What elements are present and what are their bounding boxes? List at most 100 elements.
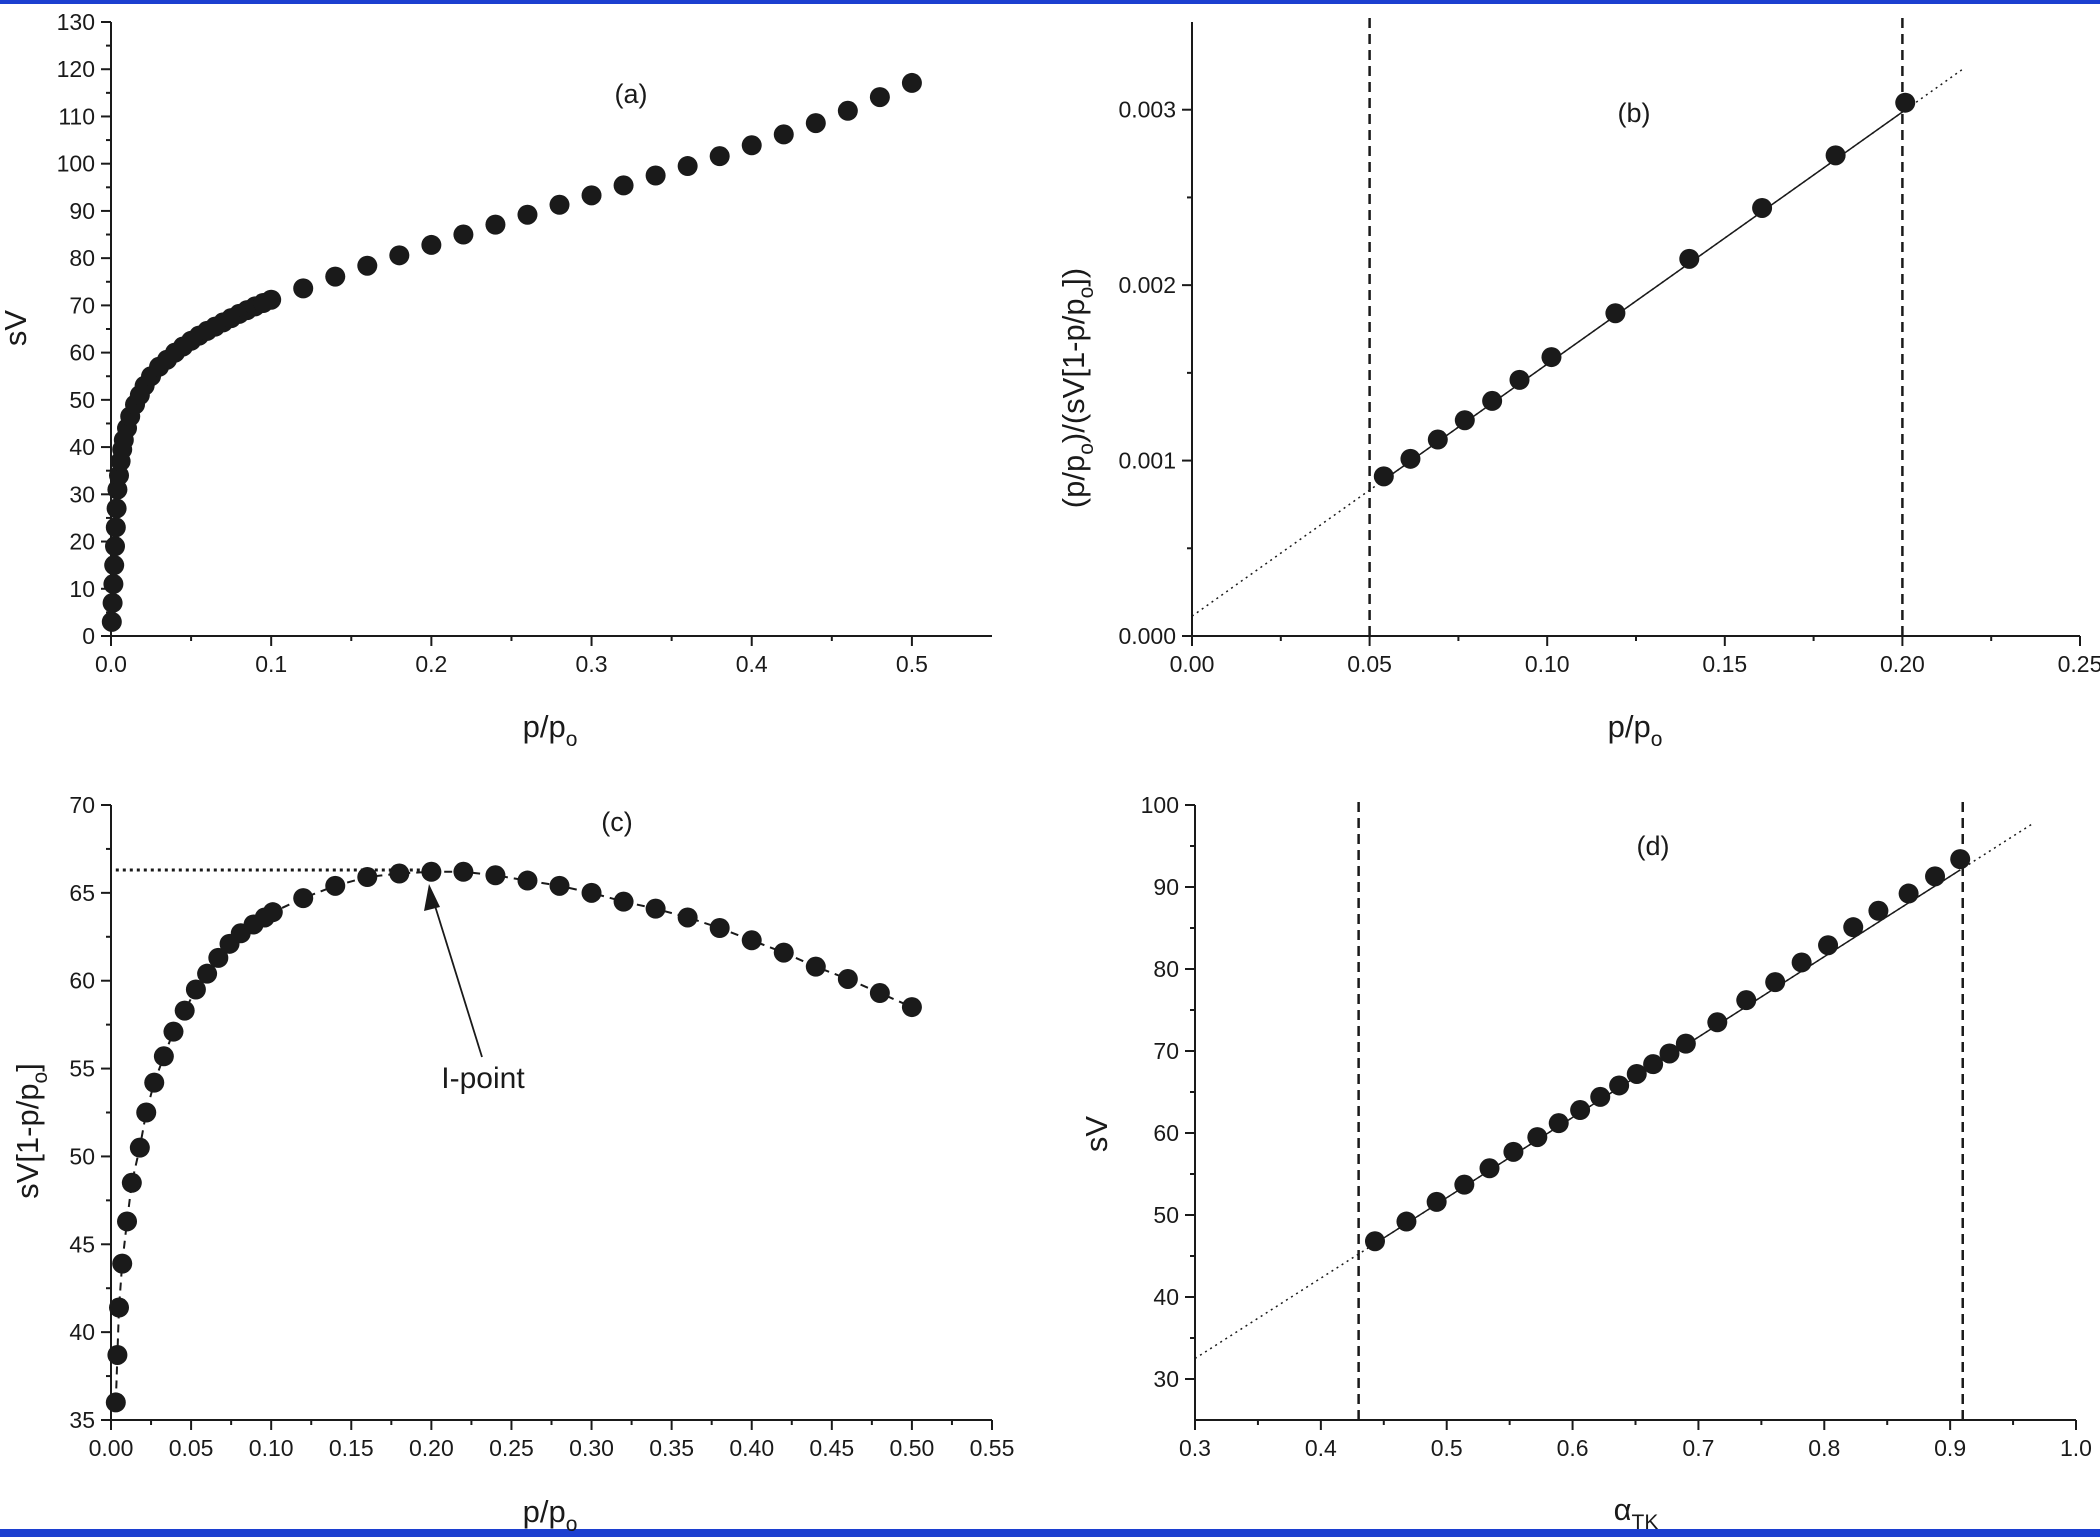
panel-d-data-point [1570, 1100, 1591, 1121]
panel-c-data-point [208, 947, 229, 968]
panel-a-y-tick-label: 30 [69, 481, 95, 507]
panel-c-y-axis-title-part-1: sV[1-p/p [10, 1083, 45, 1198]
panel-c-x-tick-label: 0.45 [809, 1435, 854, 1461]
panel-d-data-point [1479, 1158, 1500, 1179]
panel-a-data-point [105, 536, 126, 557]
panel-a-data-point [421, 234, 442, 255]
panel-d-y-axis-title: sV [1079, 1116, 1114, 1153]
panel-d-data-point [1626, 1063, 1647, 1084]
panel-c-x-axis-title-main: p/p [523, 1494, 566, 1529]
panel-a-data-point [741, 135, 762, 156]
panel-c-data-point [144, 1072, 165, 1093]
panel-c-data-point [107, 1344, 128, 1365]
panel-c-x-tick-label: 0.05 [169, 1435, 214, 1461]
panel-c-x-axis-title: p/po [523, 1494, 578, 1536]
panel-a-data-point [517, 204, 538, 225]
panel-b-fit-extension-line [1191, 67, 1965, 617]
panel-b-data-point [1605, 303, 1626, 324]
panel-c-data-point [709, 918, 730, 938]
panel-d-x-tick-label: 0.5 [1431, 1435, 1463, 1461]
panel-d-data-point [1736, 990, 1757, 1011]
panel-d-data-point [1454, 1174, 1475, 1195]
panel-d-data-point [1527, 1127, 1548, 1148]
panel-b-x-tick-label: 0.25 [2058, 651, 2100, 677]
panel-d-data-point [1868, 900, 1889, 921]
panel-d-data-point [1590, 1086, 1611, 1107]
panel-a-x-tick-label: 0.4 [736, 651, 768, 677]
panel-a-x-tick-label: 0.0 [95, 651, 127, 677]
panel-c-y-tick-label: 50 [69, 1143, 95, 1169]
panel-a-y-tick-label: 0 [82, 623, 95, 649]
panel-d-y-tick-label: 50 [1153, 1202, 1179, 1228]
panel-a-y-axis-title: sV [0, 310, 33, 347]
panel-b-data-point [1825, 145, 1846, 166]
panel-a-x-tick-label: 0.3 [576, 651, 608, 677]
panel-a-y-tick-label: 20 [69, 529, 95, 555]
panel-b-data-point [1482, 390, 1503, 411]
panel-c-data-point [581, 882, 602, 903]
panel-c-data-point [153, 1046, 174, 1067]
panel-a-data-point [837, 100, 858, 121]
chart-panel-d: (d) sV αTK 0.3 0.4 0.5 0.6 0.7 0.8 0.9 1.0 30 40 5… [1079, 792, 2092, 1534]
panel-c-data-point [163, 1021, 184, 1042]
panel-d-data-point [1791, 952, 1812, 973]
panel-a-y-tick-label: 130 [57, 9, 95, 35]
panel-a-y-tick-label: 70 [69, 292, 95, 318]
panel-d-label: (d) [1637, 831, 1670, 861]
panel-c-data-point [293, 888, 314, 909]
panel-a-x-axis-title-main: p/p [523, 709, 566, 744]
panel-d-x-axis-title: αTK [1614, 1492, 1659, 1534]
panel-b-x-tick-label: 0.10 [1525, 651, 1570, 677]
panel-a-data-point [613, 175, 634, 196]
panel-d-data-point [1925, 866, 1946, 887]
panel-c-data-point [453, 861, 474, 882]
panel-d-x-tick-label: 0.4 [1305, 1435, 1337, 1461]
panel-a-data-point [261, 289, 282, 310]
i-point-annotation-label: I-point [441, 1062, 525, 1095]
panel-d-x-axis-title-sub: TK [1632, 1511, 1659, 1534]
panel-d-data-point [1707, 1012, 1728, 1033]
panel-d-data-point [1675, 1033, 1696, 1054]
frame-top-bar [0, 0, 2100, 4]
panel-c-x-tick-label: 0.15 [329, 1435, 374, 1461]
panel-d-x-tick-label: 1.0 [2060, 1435, 2092, 1461]
panel-c-data-point [677, 907, 698, 928]
panel-c-y-tick-label: 55 [69, 1056, 95, 1082]
panel-c-data-point [357, 867, 378, 888]
panel-a-data-point [453, 224, 474, 245]
panel-c-data-point [121, 1172, 142, 1193]
panel-c-data-point [174, 1000, 195, 1021]
panel-b-data-point [1427, 429, 1448, 450]
panel-b-data-point [1373, 466, 1394, 487]
panel-c-data-point [185, 979, 206, 1000]
panel-b-data-point [1752, 197, 1773, 218]
panel-a-x-tick-label: 0.1 [255, 651, 287, 677]
panel-b-x-axis-title-main: p/p [1608, 709, 1651, 744]
panel-d-data-point [1950, 849, 1971, 870]
panel-c-y-tick-label: 70 [69, 792, 95, 818]
panel-d-data-point [1843, 917, 1864, 938]
panel-a-y-tick-label: 50 [69, 387, 95, 413]
panel-a-x-axis-title-sub: o [566, 728, 578, 751]
panel-d-x-tick-label: 0.6 [1557, 1435, 1589, 1461]
panel-b-y-tick-label: 0.000 [1118, 623, 1176, 649]
panel-d-y-tick-label: 100 [1141, 792, 1179, 818]
panel-c-y-axis-title: sV[1-p/po] [10, 1063, 52, 1199]
panel-c-data-point [136, 1102, 157, 1123]
panel-d-data-point [1818, 935, 1839, 956]
panel-c-x-tick-label: 0.10 [249, 1435, 294, 1461]
panel-d-x-tick-label: 0.9 [1934, 1435, 1966, 1461]
panel-a-y-tick-label: 90 [69, 198, 95, 224]
panel-d-y-tick-label: 40 [1153, 1284, 1179, 1310]
panel-d-y-tick-label: 80 [1153, 956, 1179, 982]
panel-b-y-axis-title-part-3: ]) [1056, 268, 1091, 287]
panel-a-data-point [102, 592, 123, 613]
panel-c-x-axis-title-sub: o [566, 1513, 578, 1536]
panel-c-y-axis-title-part-2: ] [10, 1063, 45, 1072]
panel-c-data-point [109, 1297, 130, 1318]
panel-b-y-tick-label: 0.002 [1118, 272, 1176, 298]
panel-a-data-point [325, 266, 346, 287]
panel-c-x-tick-label: 0.40 [729, 1435, 774, 1461]
panel-c-y-tick-label: 35 [69, 1407, 95, 1433]
